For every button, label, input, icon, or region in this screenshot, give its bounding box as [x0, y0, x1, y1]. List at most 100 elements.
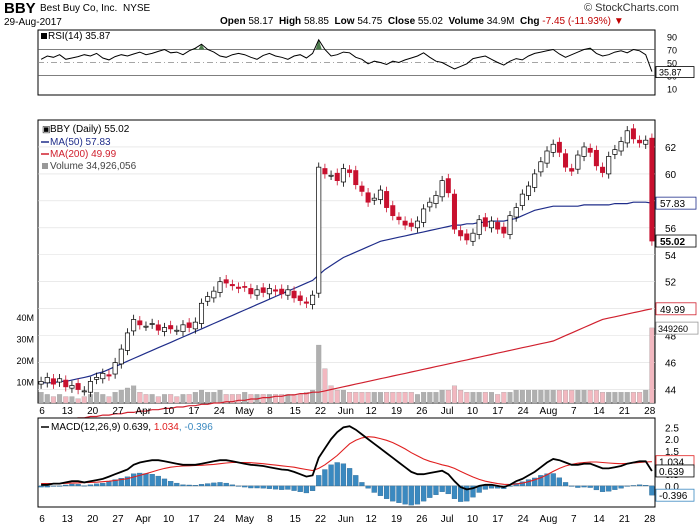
macd-histogram-bar — [168, 481, 174, 487]
price-x-tick-label: 12 — [366, 406, 378, 417]
chg-label: Chg — [520, 16, 540, 27]
price-x-tick-label: 21 — [619, 406, 631, 417]
volume-tag — [655, 321, 699, 335]
macd-x-tick-label: 6 — [39, 514, 45, 525]
macd-histogram-bar — [439, 485, 445, 492]
candle-body — [439, 180, 445, 198]
volume-bar — [63, 396, 69, 404]
macd-histogram-bar — [50, 485, 57, 487]
macd-histogram-bar — [198, 484, 205, 487]
price-tick-label: 44 — [665, 386, 677, 397]
low-value: 54.75 — [357, 16, 383, 27]
price-tick-label: 52 — [665, 278, 677, 289]
candle-body — [396, 216, 402, 221]
price-x-tick-label: Apr — [136, 406, 152, 417]
candle-body — [112, 362, 118, 375]
candle-body — [94, 377, 100, 380]
candle-body — [248, 288, 254, 295]
macd-histogram-bar — [174, 482, 180, 487]
volume-bar — [618, 392, 624, 404]
macd-histogram-bar — [242, 485, 248, 488]
chg-value: -7.45 (-11.93%) — [542, 16, 612, 27]
candle-body — [155, 324, 161, 331]
candle-body — [242, 286, 248, 288]
volume-bar — [168, 394, 174, 404]
macd-x-tick-label: 22 — [315, 514, 327, 525]
low-label: Low — [334, 16, 355, 27]
candle-body — [106, 374, 112, 377]
candle-body — [421, 208, 427, 223]
price-x-tick-label: 10 — [467, 406, 479, 417]
candle-body — [581, 146, 587, 157]
macd-x-tick-label: 8 — [267, 514, 273, 525]
macd-histogram-bar — [636, 484, 643, 487]
volume-bar — [69, 396, 75, 404]
candle-body — [192, 321, 198, 330]
volume-bar — [223, 394, 229, 404]
macd-x-tick-label: 24 — [214, 514, 226, 525]
macd-histogram-bar — [353, 475, 359, 487]
macd-histogram-bar — [599, 485, 606, 492]
volume-bar — [396, 392, 402, 404]
macd-histogram-bar — [161, 478, 168, 487]
candle-body — [519, 193, 525, 206]
candle-body — [81, 390, 87, 393]
macd-x-tick-label: 13 — [62, 514, 74, 525]
macd-histogram-bar — [538, 475, 544, 487]
candle-body — [211, 290, 217, 299]
macd-histogram-bar — [100, 482, 106, 487]
candle-body — [538, 161, 544, 173]
candle-body — [470, 232, 476, 242]
volume-bar — [192, 392, 198, 404]
price-tick-label: 54 — [665, 251, 677, 262]
stockcharts-brand[interactable]: © StockCharts.com — [584, 2, 679, 14]
macd-tick-label: 2.5 — [665, 423, 679, 434]
macd-histogram-bar — [266, 485, 272, 489]
macd-histogram-bar — [81, 485, 87, 487]
price-x-tick-label: 10 — [163, 406, 175, 417]
volume-bar — [470, 392, 476, 404]
candle-body — [334, 172, 340, 181]
macd-histogram-bar — [550, 473, 556, 487]
volume-bar — [550, 389, 556, 404]
volume-bar — [593, 389, 599, 404]
candle-body — [384, 191, 390, 208]
volume-bar — [532, 389, 538, 404]
volume-bar — [464, 392, 470, 404]
candle-body — [488, 220, 495, 229]
volume-bar — [575, 389, 581, 404]
volume-bar — [556, 389, 562, 404]
rsi-tick-label: 50 — [667, 59, 677, 69]
volume-bar — [57, 394, 63, 404]
macd-histogram-bar — [235, 485, 242, 487]
macd-legend-macd: MACD(12,26,9) 0.639, — [51, 422, 151, 433]
volume-bar — [526, 389, 532, 404]
macd-x-tick-label: 14 — [594, 514, 606, 525]
price-x-tick-label: 27 — [112, 406, 124, 417]
volume-bar — [569, 389, 575, 404]
candle-body — [458, 230, 464, 237]
candle-body — [402, 220, 408, 226]
macd-histogram-bar — [248, 485, 254, 489]
price-x-tick-label: May — [235, 406, 254, 417]
candle-body — [569, 168, 575, 172]
candle-body — [260, 287, 266, 293]
price-legend-symbol: BBY (Daily) 55.02 — [50, 124, 130, 135]
price-tag-text: 55.02 — [660, 237, 685, 248]
price-x-tick-label: 20 — [87, 406, 99, 417]
price-x-tick-label: 6 — [39, 406, 45, 417]
ma50-legend: MA(50) 57.83 — [50, 137, 111, 148]
volume-bar — [637, 392, 643, 404]
price-tick-label: 48 — [665, 332, 677, 343]
volume-bar — [310, 389, 316, 404]
macd-value-tag — [655, 488, 695, 502]
macd-histogram-bar — [488, 485, 495, 489]
volume-bar — [482, 392, 488, 404]
candle-body — [328, 174, 334, 177]
price-tag-text: 49.99 — [660, 305, 685, 316]
macd-histogram-bar — [328, 464, 334, 487]
volume-bar — [513, 389, 519, 404]
macd-legend: MACD(12,26,9) 0.639, 1.034, -0.396 — [51, 422, 213, 433]
macd-histogram-bar — [464, 485, 470, 502]
